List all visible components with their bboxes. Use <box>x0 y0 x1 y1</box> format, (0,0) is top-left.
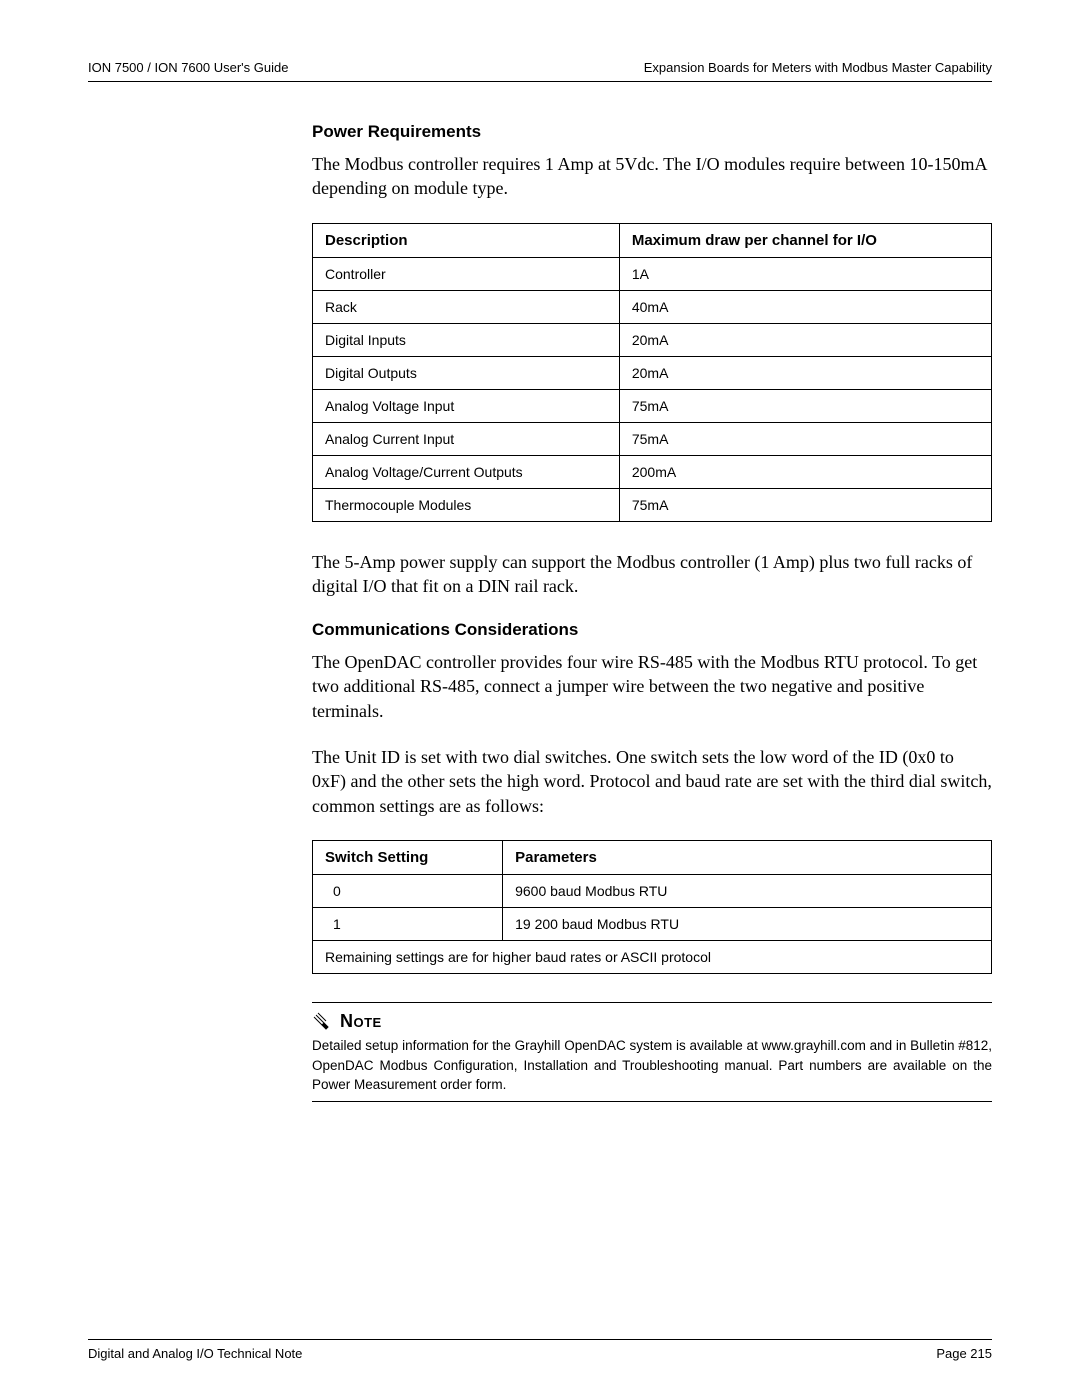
table-cell: 0 <box>313 874 503 907</box>
table-row: Digital Inputs20mA <box>313 323 992 356</box>
switch-table: Switch Setting Parameters 09600 baud Mod… <box>312 840 992 974</box>
page-header: ION 7500 / ION 7600 User's Guide Expansi… <box>88 60 992 82</box>
table-cell: 1 <box>313 907 503 940</box>
note-block: Note Detailed setup information for the … <box>312 1002 992 1102</box>
table-cell: 1A <box>619 257 991 290</box>
table-row: Rack40mA <box>313 290 992 323</box>
footer-left: Digital and Analog I/O Technical Note <box>88 1346 302 1361</box>
note-label: Note <box>340 1011 382 1032</box>
table-cell: Digital Inputs <box>313 323 620 356</box>
table-cell: Thermocouple Modules <box>313 488 620 521</box>
table-row: Analog Voltage Input75mA <box>313 389 992 422</box>
section-heading-comm: Communications Considerations <box>312 620 992 640</box>
power-table: Description Maximum draw per channel for… <box>312 223 992 522</box>
table-row: Analog Current Input75mA <box>313 422 992 455</box>
table-header: Switch Setting <box>313 840 503 874</box>
note-icon <box>312 1011 332 1031</box>
table-cell: 75mA <box>619 422 991 455</box>
table-cell: 9600 baud Modbus RTU <box>503 874 992 907</box>
table-row: Digital Outputs20mA <box>313 356 992 389</box>
table-header: Maximum draw per channel for I/O <box>619 223 991 257</box>
table-row: 119 200 baud Modbus RTU <box>313 907 992 940</box>
table-row: 09600 baud Modbus RTU <box>313 874 992 907</box>
table-cell: 19 200 baud Modbus RTU <box>503 907 992 940</box>
footer-right: Page 215 <box>936 1346 992 1361</box>
note-body: Detailed setup information for the Grayh… <box>312 1036 992 1095</box>
section-heading-power: Power Requirements <box>312 122 992 142</box>
table-cell: Remaining settings are for higher baud r… <box>313 940 992 973</box>
table-row: Analog Voltage/Current Outputs200mA <box>313 455 992 488</box>
paragraph: The Modbus controller requires 1 Amp at … <box>312 152 992 201</box>
page-content: Power Requirements The Modbus controller… <box>312 122 992 1102</box>
header-right: Expansion Boards for Meters with Modbus … <box>644 60 992 75</box>
table-cell: 200mA <box>619 455 991 488</box>
table-cell: 40mA <box>619 290 991 323</box>
page: ION 7500 / ION 7600 User's Guide Expansi… <box>88 60 992 1102</box>
table-row: Remaining settings are for higher baud r… <box>313 940 992 973</box>
table-header: Description <box>313 223 620 257</box>
table-cell: Analog Voltage/Current Outputs <box>313 455 620 488</box>
table-cell: 75mA <box>619 389 991 422</box>
paragraph: The 5-Amp power supply can support the M… <box>312 550 992 599</box>
table-cell: Analog Current Input <box>313 422 620 455</box>
paragraph: The OpenDAC controller provides four wir… <box>312 650 992 723</box>
table-header: Parameters <box>503 840 992 874</box>
table-row: Controller1A <box>313 257 992 290</box>
note-rule <box>312 1101 992 1102</box>
page-footer: Digital and Analog I/O Technical Note Pa… <box>88 1339 992 1361</box>
table-cell: 75mA <box>619 488 991 521</box>
table-row: Thermocouple Modules75mA <box>313 488 992 521</box>
header-left: ION 7500 / ION 7600 User's Guide <box>88 60 288 75</box>
note-rule <box>312 1002 992 1003</box>
table-cell: 20mA <box>619 356 991 389</box>
table-cell: Rack <box>313 290 620 323</box>
paragraph: The Unit ID is set with two dial switche… <box>312 745 992 818</box>
note-header: Note <box>312 1011 992 1032</box>
table-cell: 20mA <box>619 323 991 356</box>
table-cell: Digital Outputs <box>313 356 620 389</box>
table-cell: Controller <box>313 257 620 290</box>
table-cell: Analog Voltage Input <box>313 389 620 422</box>
